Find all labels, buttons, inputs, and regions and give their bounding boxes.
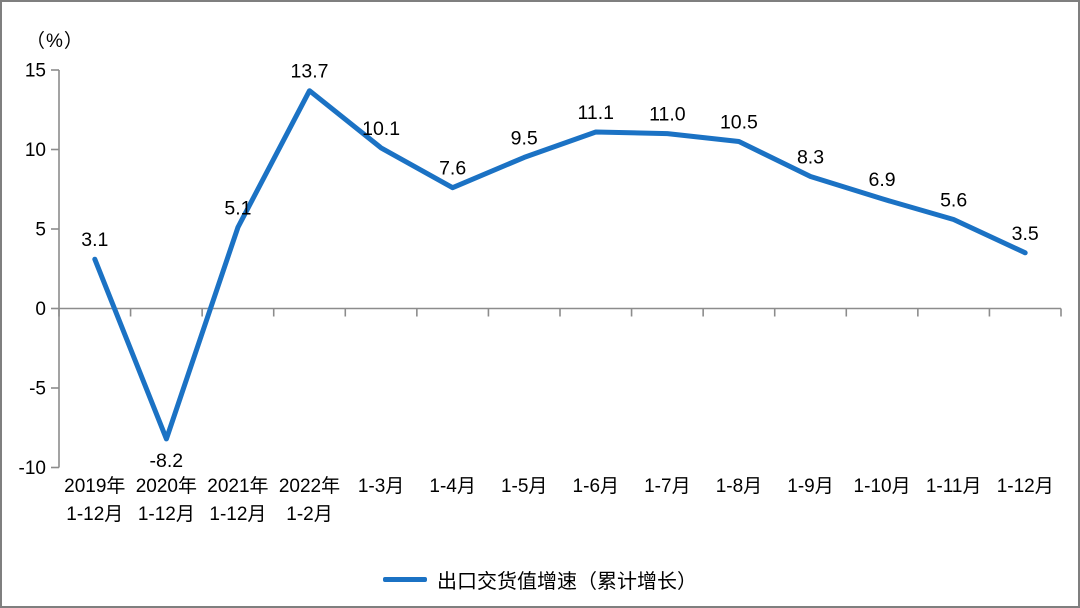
x-category-label: 1-12月 xyxy=(209,504,266,525)
data-label: 13.7 xyxy=(291,61,329,83)
data-label: 6.9 xyxy=(869,169,896,191)
x-category-label: 1-8月 xyxy=(716,476,762,497)
y-tick-label: 0 xyxy=(35,299,46,320)
x-category-label: 1-12月 xyxy=(66,504,123,525)
data-label: -8.2 xyxy=(150,450,184,472)
x-category-label: 1-2月 xyxy=(286,504,332,525)
y-axis-unit-label: （%） xyxy=(26,31,84,52)
x-category-label: 1-7月 xyxy=(644,476,690,497)
data-label: 9.5 xyxy=(511,127,538,149)
y-tick-label: -10 xyxy=(19,458,46,479)
x-category-label: 1-10月 xyxy=(854,476,911,497)
series-line xyxy=(92,88,1028,442)
x-category-label: 1-11月 xyxy=(926,476,982,497)
data-label: 5.1 xyxy=(224,197,251,219)
x-category-label: 1-12月 xyxy=(997,476,1054,497)
x-category-label: 2021年 xyxy=(207,475,268,497)
data-label: 11.0 xyxy=(649,104,686,126)
legend: 出口交货值增速（累计增长） xyxy=(2,565,1078,594)
x-category-label: 2022年 xyxy=(279,475,340,497)
data-label: 11.1 xyxy=(578,102,615,124)
x-category-label: 1-6月 xyxy=(573,476,619,497)
legend-series-label: 出口交货值增速（累计增长） xyxy=(437,571,697,593)
data-label: 10.5 xyxy=(720,112,758,134)
x-category-label: 2020年 xyxy=(136,475,197,497)
data-label: 10.1 xyxy=(362,118,400,140)
y-tick-label: 15 xyxy=(25,61,46,82)
data-label: 5.6 xyxy=(940,189,967,211)
y-tick-label: -5 xyxy=(29,379,46,400)
data-label: 8.3 xyxy=(797,147,824,169)
y-tick-label: 5 xyxy=(35,220,46,241)
y-tick-label: 10 xyxy=(25,140,46,161)
x-category-label: 1-9月 xyxy=(787,476,833,497)
x-category-label: 1-12月 xyxy=(138,504,195,525)
x-category-label: 1-4月 xyxy=(429,476,475,497)
data-label: 7.6 xyxy=(439,158,466,180)
data-label: 3.5 xyxy=(1012,223,1039,245)
data-label: 3.1 xyxy=(81,229,108,251)
x-category-label: 2019年 xyxy=(64,475,125,497)
x-category-label: 1-3月 xyxy=(358,476,404,497)
legend-line-sample xyxy=(383,577,427,582)
x-category-label: 1-5月 xyxy=(501,476,547,497)
